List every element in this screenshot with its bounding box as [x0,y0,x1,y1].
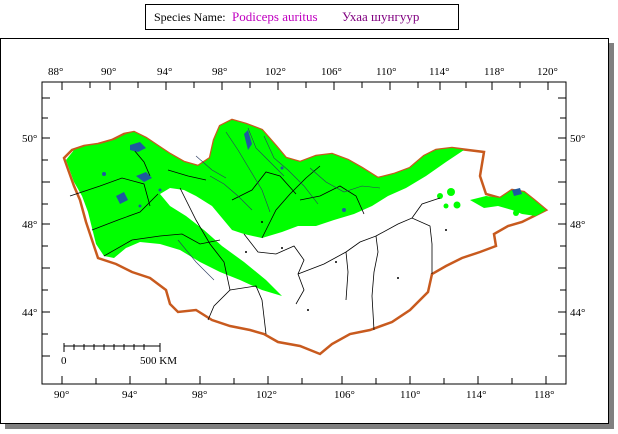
bottom-tick-label: 114° [466,389,487,401]
scale-start-label: 0 [61,355,67,367]
right-tick-labels: 50° 48° 44° [570,133,585,319]
bottom-tick-label: 94° [122,389,137,401]
top-tick-label: 94° [157,66,172,78]
lakes [102,130,522,212]
map-inner-frame [41,81,567,385]
bottom-tick-label: 106° [334,389,355,401]
left-tick-labels: 50° 48° 44° [22,133,37,319]
bottom-tick-label: 98° [192,389,207,401]
lake-buir [512,188,522,196]
right-tick-label: 50° [570,133,585,145]
range-spot [437,193,443,199]
frame-shadow-bottom [5,424,614,429]
range-spot [453,201,461,209]
top-tick-label: 118° [484,66,505,78]
rivers [177,127,381,281]
range-east [470,190,546,216]
lake-small [280,166,284,170]
settlement-dots [245,221,447,311]
local-name: Ухаа шунгуур [342,9,420,24]
top-tick-label: 90° [101,66,116,78]
top-tick-label: 102° [265,66,286,78]
lake-small [102,172,106,176]
right-tick-label: 44° [570,307,585,319]
scientific-name: Podiceps auritus [232,9,318,24]
tick-marks [42,82,566,384]
right-tick-label: 48° [570,219,585,231]
range-spot [443,203,449,209]
bottom-tick-label: 102° [256,389,277,401]
lake-khyargas [136,172,152,182]
range-west [66,120,464,296]
lake-small [342,208,346,212]
top-tick-labels: 88° 90° 94° 98° 102° 106° 110° 114° 118°… [48,66,558,78]
species-title-box: Species Name: Podiceps auritus Ухаа шунг… [145,4,459,30]
province-boundaries [69,149,441,335]
top-tick-label: 88° [48,66,63,78]
lake-khar-us [116,192,128,204]
bottom-tick-label: 118° [534,389,555,401]
lake-khuvsgul [244,130,252,150]
top-tick-label: 110° [376,66,397,78]
lake-uvs [130,142,146,152]
left-tick-label: 44° [22,307,37,319]
bottom-tick-labels: 90° 94° 98° 102° 106° 110° 114° 118° [54,389,555,401]
top-tick-label: 120° [537,66,558,78]
top-tick-label: 106° [321,66,342,78]
lake-small [158,188,162,192]
range-spot [447,188,455,196]
frame-shadow-right [609,43,614,429]
range-spot [513,210,519,216]
top-tick-label: 98° [212,66,227,78]
scale-end-label: 500 KM [140,355,177,367]
species-range [66,120,546,296]
bottom-tick-label: 90° [54,389,69,401]
left-tick-label: 50° [22,133,37,145]
scale-bar: 0 500 KM [61,343,177,367]
left-tick-label: 48° [22,219,37,231]
top-tick-label: 114° [429,66,450,78]
species-label: Species Name: [154,10,226,24]
bottom-tick-label: 110° [400,389,421,401]
lake-small [138,204,142,208]
